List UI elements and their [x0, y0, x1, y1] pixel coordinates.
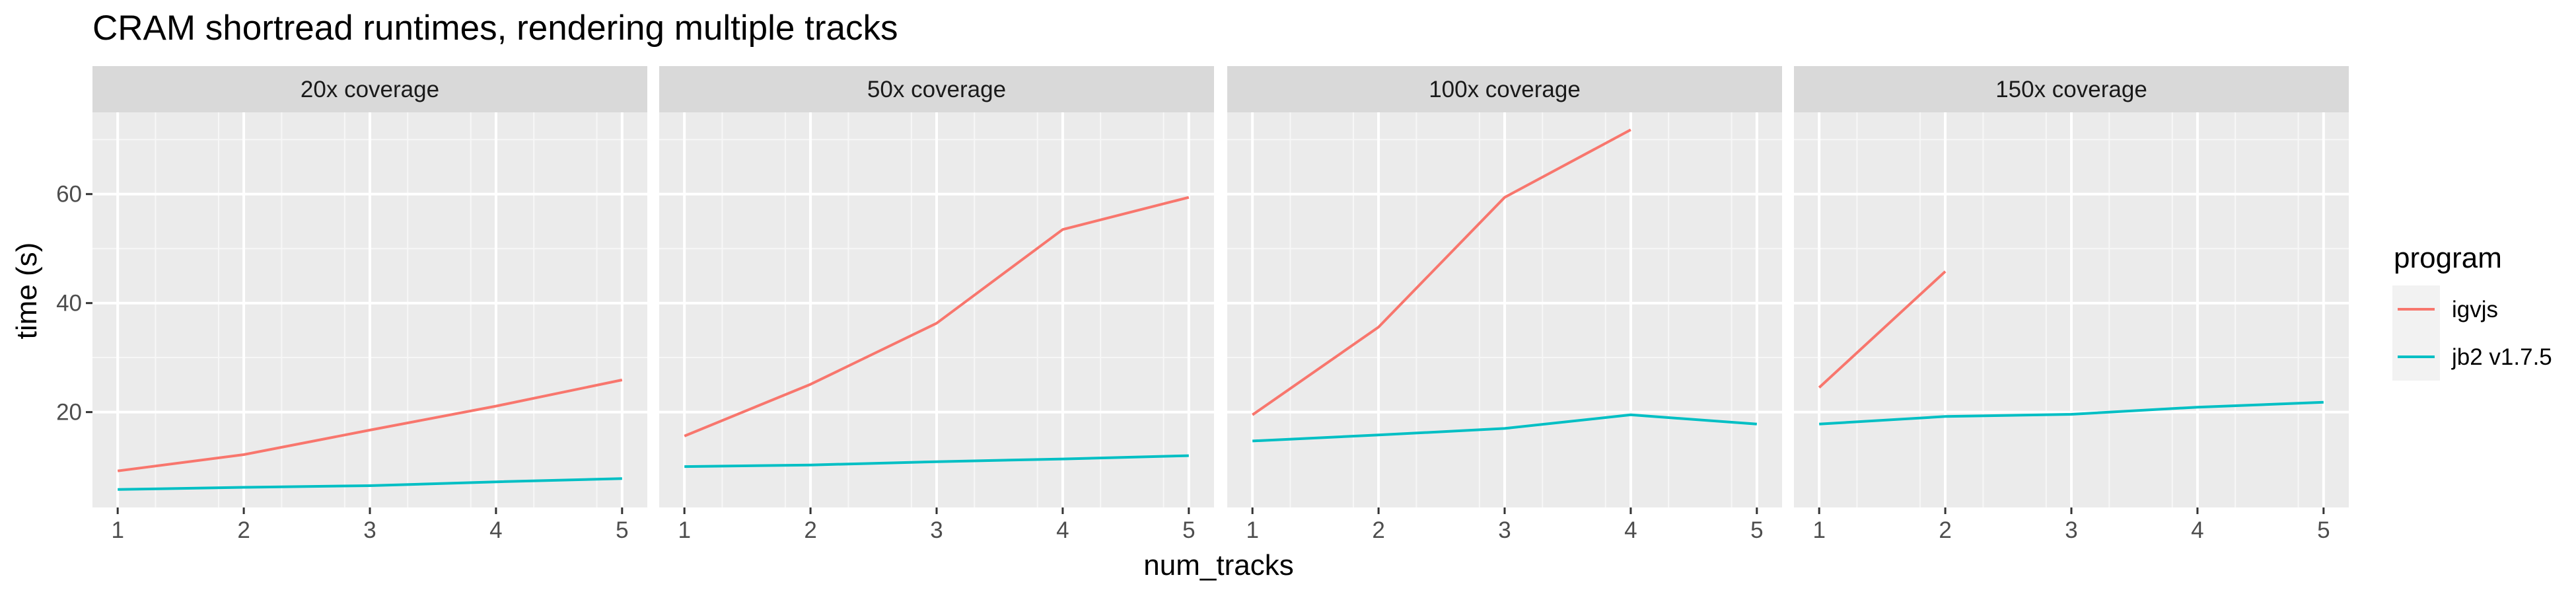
facet-strip: [92, 66, 647, 112]
legend: program igvjs jb2 v1.7.5: [2392, 242, 2552, 381]
x-tick-label: 2: [237, 517, 250, 543]
facet-strip: [659, 66, 1214, 112]
facet-panel: 50x coverage 1 2 3 4 5: [659, 66, 1214, 543]
legend-title: program: [2394, 242, 2502, 274]
x-tick-label: 1: [1812, 517, 1825, 543]
series-line-igvjs: [1252, 128, 1631, 416]
facet-panel: 150x coverage 1 2 3 4 5: [1794, 66, 2349, 543]
x-tick-label: 5: [1750, 517, 1763, 543]
x-tick-label: 4: [489, 517, 502, 543]
facet-panel: 100x coverage 1 2 3 4 5: [1227, 66, 1782, 543]
facet-strip-label: 50x coverage: [867, 77, 1006, 102]
facet-strip-label: 20x coverage: [301, 77, 439, 102]
x-tick-label: 2: [804, 517, 816, 543]
x-tick-label: 2: [1939, 517, 1951, 543]
legend-label: igvjs: [2452, 297, 2498, 322]
series-line-jb2-v1-7-5: [684, 454, 1189, 468]
facet-strip-label: 100x coverage: [1429, 77, 1581, 102]
series-line-jb2-v1-7-5: [118, 477, 622, 491]
y-tick-label: 40: [56, 291, 82, 317]
legend-entry: jb2 v1.7.5: [2392, 333, 2552, 381]
y-axis-title: time (s): [11, 243, 43, 340]
facet-panel: 20x coverage 1 2 3 4 5 20 40 60: [56, 66, 647, 543]
x-tick-label: 3: [363, 517, 376, 543]
x-axis-title: num_tracks: [1143, 549, 1293, 581]
facet-strip-label: 150x coverage: [1995, 77, 2147, 102]
chart-title: CRAM shortread runtimes, rendering multi…: [92, 9, 898, 48]
x-tick-label: 4: [1056, 517, 1069, 543]
x-tick-label: 5: [2317, 517, 2330, 543]
x-tick-label: 2: [1372, 517, 1384, 543]
y-tick-label: 60: [56, 182, 82, 207]
x-tick-label: 1: [678, 517, 690, 543]
series-line-igvjs: [117, 379, 623, 472]
x-tick-label: 4: [2191, 517, 2203, 543]
series-line-igvjs: [1818, 270, 1947, 389]
x-tick-label: 4: [1624, 517, 1637, 543]
x-tick-label: 5: [1182, 517, 1195, 543]
x-tick-label: 5: [616, 517, 628, 543]
x-tick-label: 1: [111, 517, 124, 543]
series-line-jb2-v1-7-5: [1252, 413, 1757, 443]
facet-strip: [1227, 66, 1782, 112]
series-line-igvjs: [684, 196, 1190, 437]
x-tick-label: 3: [2065, 517, 2077, 543]
x-tick-label: 3: [1498, 517, 1511, 543]
facet-strip: [1794, 66, 2349, 112]
series-line-jb2-v1-7-5: [1819, 400, 2324, 426]
legend-entry: igvjs: [2392, 285, 2498, 333]
legend-label: jb2 v1.7.5: [2451, 344, 2552, 370]
y-tick-label: 20: [56, 400, 82, 426]
x-tick-label: 3: [930, 517, 943, 543]
x-tick-label: 1: [1246, 517, 1258, 543]
